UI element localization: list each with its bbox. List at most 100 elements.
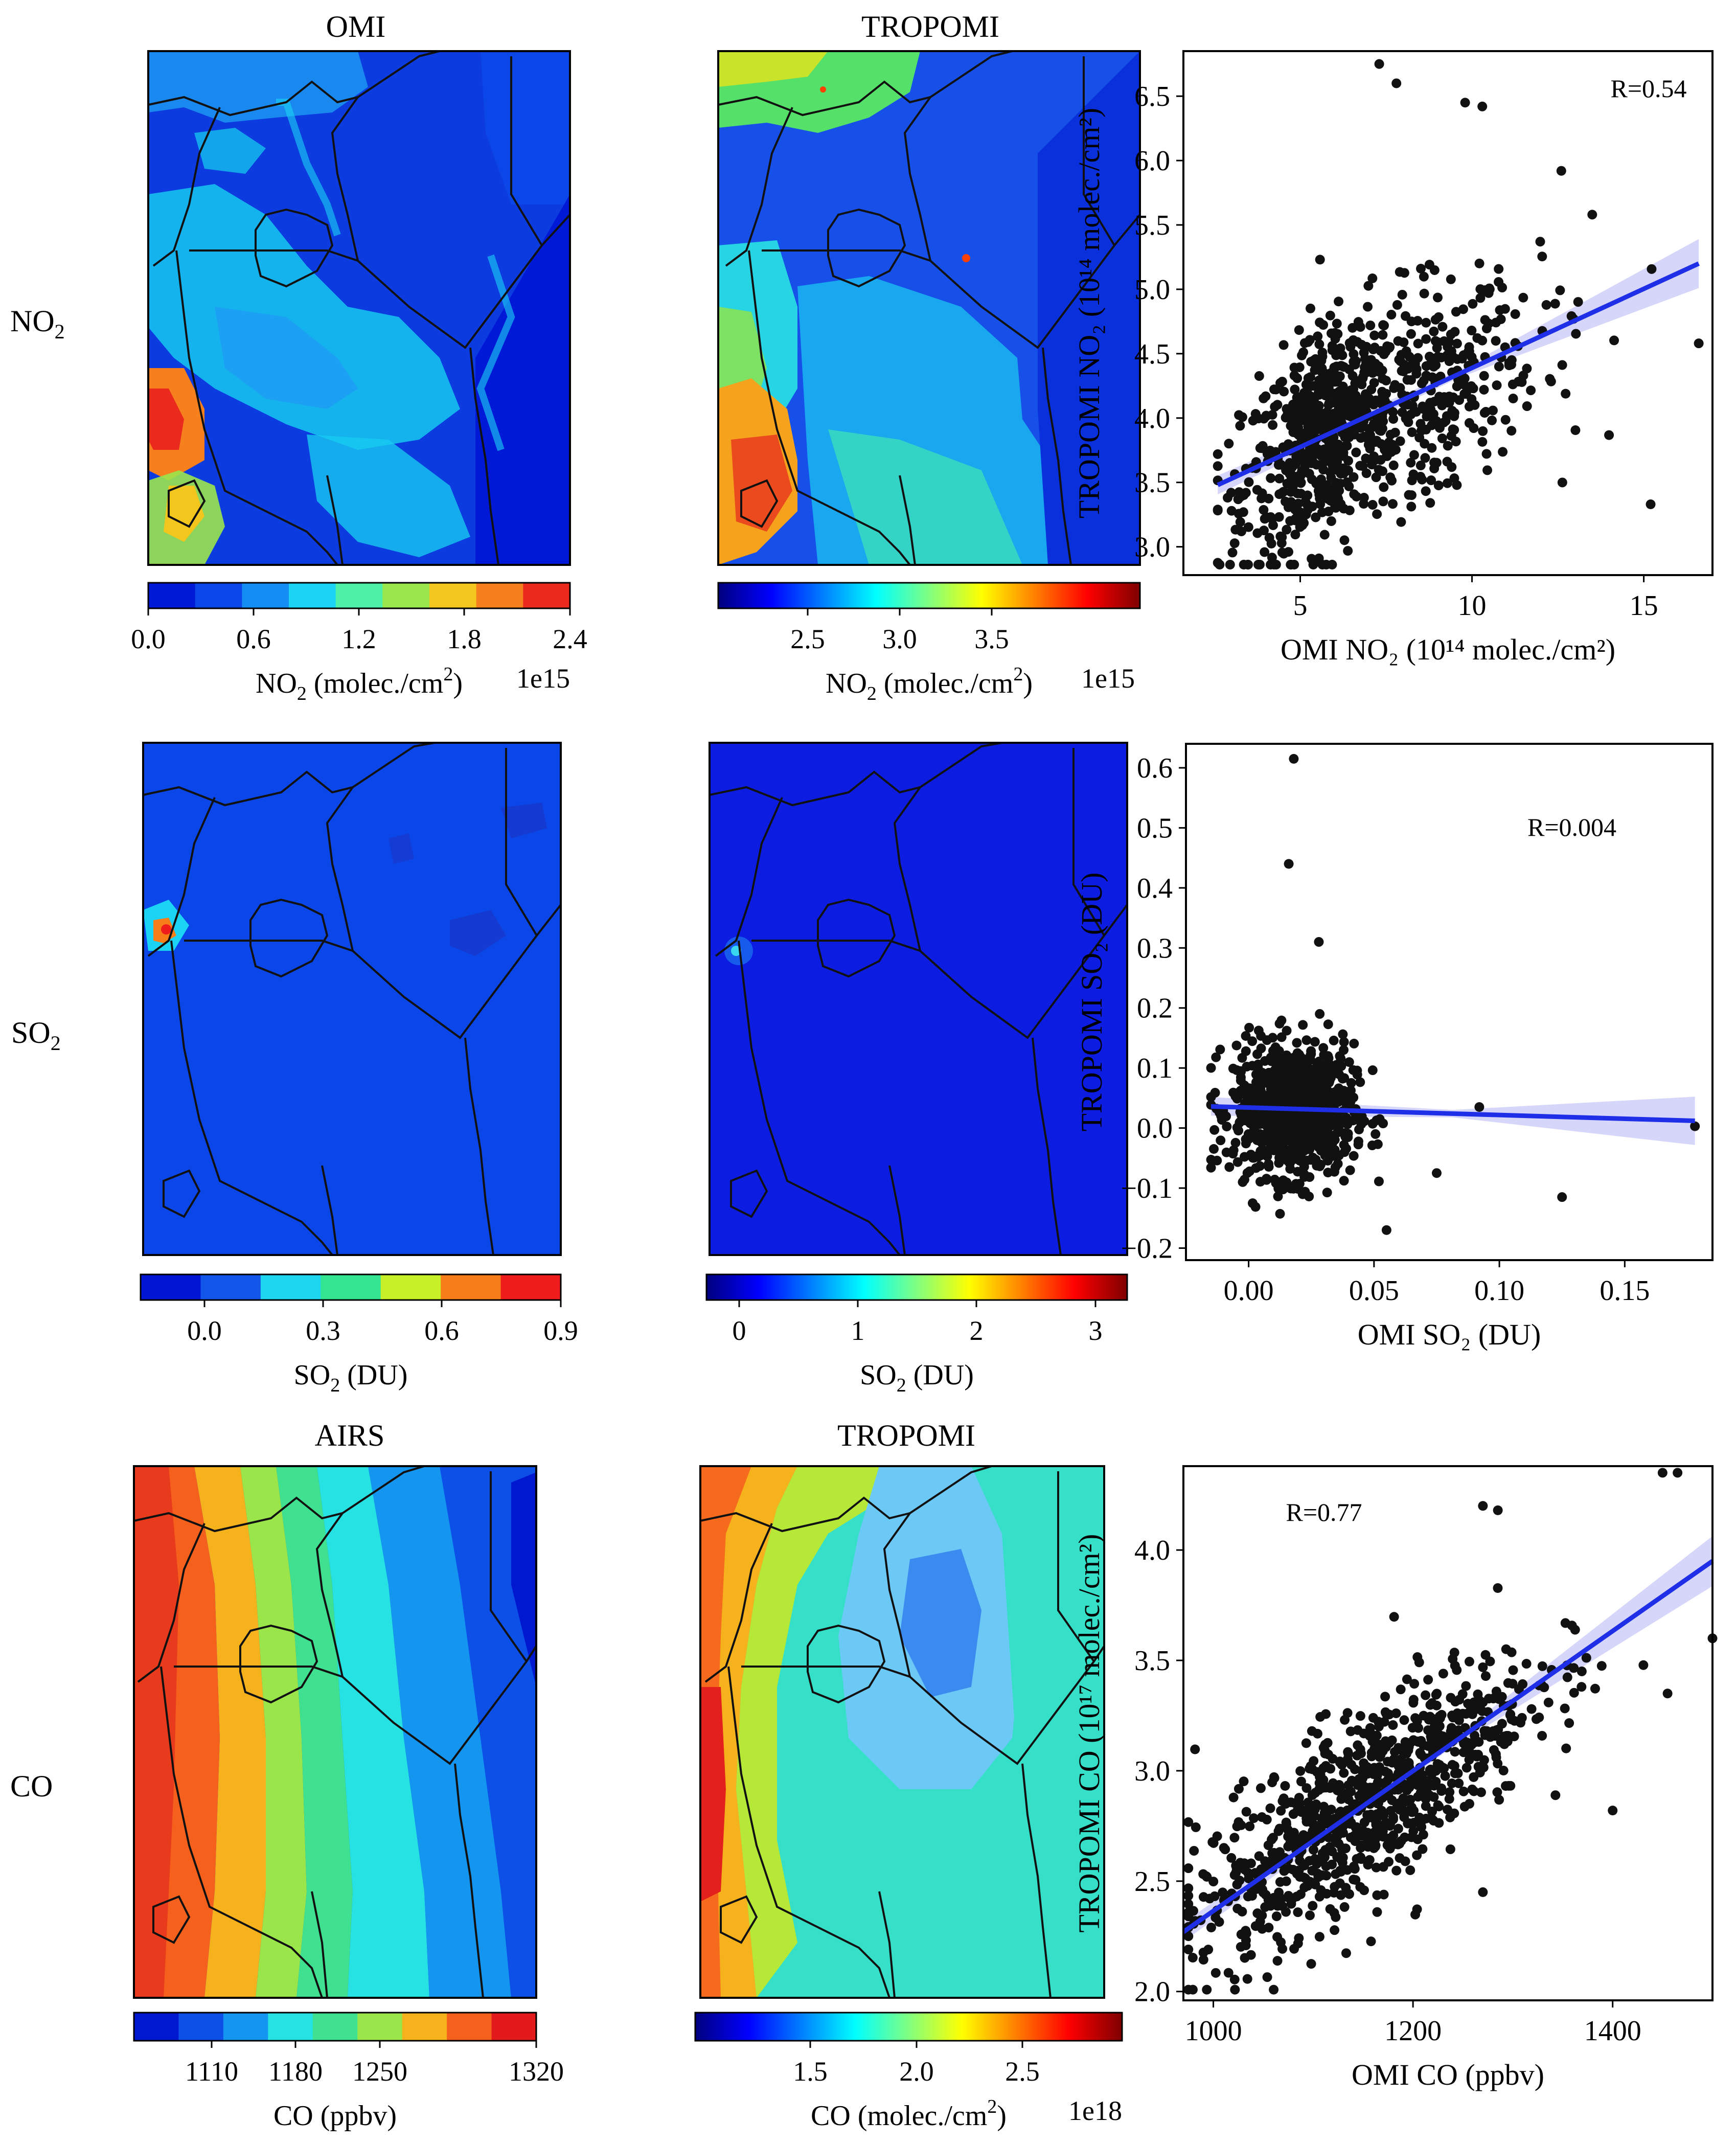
scatter-point [1418, 1844, 1428, 1854]
scatter-point [1289, 1944, 1299, 1954]
scatter-point [1244, 1022, 1254, 1033]
scatter-point [1340, 1097, 1350, 1107]
scatter-point [1339, 1176, 1349, 1186]
scatter-point [1241, 1138, 1251, 1149]
scatter-point [1561, 389, 1571, 399]
scatter-point [1228, 1087, 1239, 1098]
scatter-point [1491, 336, 1501, 346]
colorbar-swatch [312, 2013, 358, 2041]
scatter-point [1481, 406, 1491, 417]
colorbar-frame [694, 2012, 1123, 2042]
scatter-point [1344, 1889, 1354, 1899]
scatter-point [1445, 1787, 1455, 1797]
scatter-point [1412, 1716, 1422, 1726]
scatter-point [1312, 1067, 1322, 1077]
scatter-point [1537, 1661, 1547, 1671]
scatter-point [1374, 465, 1384, 475]
x-tick-label: 0.05 [1349, 1275, 1399, 1307]
colorbar-tick-label: 1 [851, 1315, 865, 1346]
scatter-point-outlier [1431, 1168, 1442, 1178]
scatter-point [1378, 496, 1388, 507]
x-tick-label: 1400 [1584, 2015, 1641, 2047]
scatter-point [1379, 1717, 1389, 1727]
scatter-point [1256, 1109, 1266, 1119]
scatter-point [1415, 419, 1426, 429]
colorbar-label: SO2 (DU) [294, 1359, 408, 1396]
scatter-point [1508, 394, 1518, 404]
scatter-point [1245, 1821, 1255, 1832]
scatter-point [1425, 498, 1435, 508]
scatter-point [1305, 1877, 1315, 1887]
scatter-point [1250, 1202, 1261, 1212]
scatter-point [1298, 516, 1308, 527]
scatter-point [1255, 1161, 1265, 1171]
colorbar-swatch [380, 1274, 441, 1300]
scatter-point [1335, 1757, 1345, 1767]
scatter-point [1305, 1814, 1315, 1824]
scatter-point [1295, 1084, 1305, 1094]
colorbar-label: SO2 (DU) [860, 1359, 974, 1396]
scatter-point [1543, 1697, 1554, 1707]
scatter-point [1469, 1772, 1479, 1782]
colorbar-swatch [402, 2013, 447, 2041]
scatter-point [1353, 1112, 1363, 1122]
scatter-point-outlier [1374, 59, 1384, 69]
scatter-point-outlier [1391, 78, 1402, 88]
colorbar-tick-label: 2.0 [899, 2056, 934, 2087]
scatter-point [1308, 1901, 1318, 1911]
scatter-point [1467, 394, 1477, 404]
scatter-point [1440, 1771, 1450, 1781]
scatter-point [1489, 1745, 1499, 1755]
scatter-point [1318, 1819, 1329, 1830]
colorbar-swatch [523, 583, 570, 608]
scatter-point [1294, 1933, 1304, 1943]
colorbar-swatch [200, 1274, 261, 1300]
scatter-point [1297, 350, 1307, 360]
y-tick-label: 0.2 [1137, 993, 1173, 1024]
scatter-point [1313, 1872, 1323, 1882]
scatter-point [1246, 1150, 1256, 1160]
scatter-point [1240, 1953, 1250, 1963]
plot-frame [1182, 50, 1714, 576]
scatter-point [1258, 441, 1268, 451]
scatter-point [1555, 285, 1565, 295]
scatter-point [1371, 1862, 1381, 1873]
scatter-point [1534, 1713, 1544, 1723]
scatter-point [1567, 1621, 1577, 1631]
scatter-point [1343, 1129, 1353, 1139]
scatter-point [1431, 360, 1441, 370]
colorbar-tick-label: 2 [970, 1315, 984, 1346]
scatter-point [1338, 448, 1349, 458]
scatter-point [1526, 1704, 1537, 1714]
scatter-point [1241, 1031, 1251, 1041]
scatter-point [1239, 1776, 1249, 1787]
scatter-point [1312, 1058, 1322, 1068]
scatter-point [1293, 1907, 1303, 1918]
scatter-point [1389, 1747, 1400, 1757]
y-tick-label: 6.0 [1134, 145, 1170, 177]
scatter-point [1510, 309, 1520, 319]
scatter-point [1244, 477, 1254, 487]
scatter-point [1264, 1162, 1274, 1172]
scatter-point [1266, 560, 1276, 569]
scatter-point [1210, 1088, 1220, 1098]
scatter-point [1183, 1899, 1194, 1909]
scatter-point [1364, 1855, 1375, 1865]
scatter-point [1450, 1747, 1460, 1757]
scatter-point [1442, 478, 1452, 488]
scatter-point [1577, 1666, 1587, 1676]
scatter-point [1450, 327, 1460, 337]
scatter-point [1342, 477, 1352, 487]
scatter-point [1369, 330, 1380, 340]
x-tick-label: 1000 [1185, 2015, 1242, 2047]
scatter-point [1577, 1682, 1587, 1692]
scatter-point [1557, 477, 1567, 488]
scatter-point [1494, 361, 1504, 372]
scatter-point [1348, 1065, 1358, 1075]
scatter-point [1406, 458, 1416, 468]
scatter-point [1234, 410, 1244, 420]
scatter-point [1369, 451, 1379, 462]
colorbar-tick-label: 3.0 [882, 624, 917, 654]
scatter-points [1213, 59, 1704, 569]
scatter-point [1252, 528, 1263, 538]
